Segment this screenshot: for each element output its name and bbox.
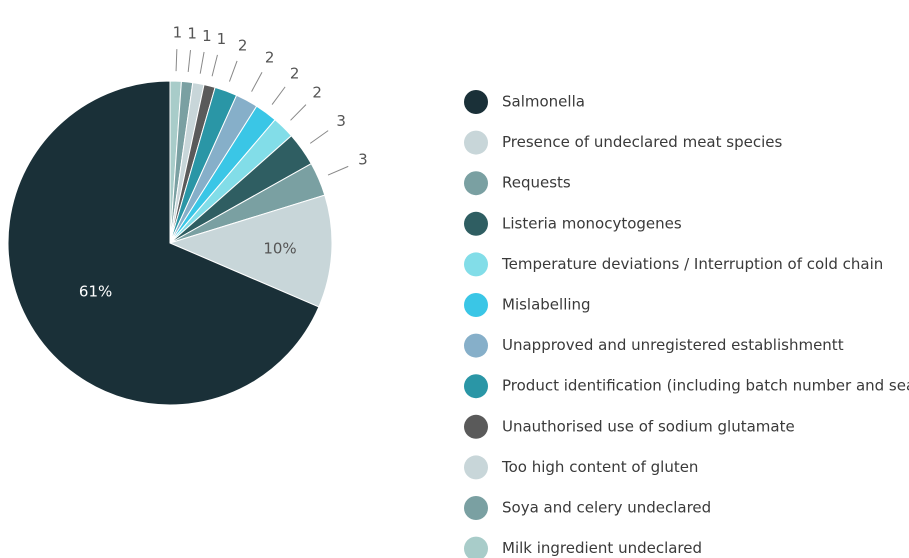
leader-line xyxy=(175,49,178,72)
legend-label: Milk ingredient undeclared xyxy=(502,539,702,557)
leader-line xyxy=(228,60,238,82)
leader-line xyxy=(199,51,205,74)
pie-slice xyxy=(7,80,320,406)
legend-label: Product identification (including batch … xyxy=(502,377,909,395)
slice-label: 10% xyxy=(263,239,296,257)
leader-line xyxy=(309,130,329,144)
legend-swatch xyxy=(464,374,488,399)
legend-label: Mislabelling xyxy=(502,296,591,314)
slice-label: 1 xyxy=(202,27,212,45)
legend-swatch xyxy=(464,536,488,558)
legend-swatch xyxy=(464,211,488,236)
legend-label: Soya and celery undeclared xyxy=(502,499,711,517)
legend-label: Listeria monocytogenes xyxy=(502,214,682,232)
legend-swatch xyxy=(464,90,488,114)
legend-swatch xyxy=(464,414,488,439)
legend-label: Salmonella xyxy=(502,93,585,111)
legend-swatch xyxy=(464,293,488,317)
legend-label: Requests xyxy=(502,174,571,192)
slice-label: 2 xyxy=(290,64,300,82)
slice-label: 1 xyxy=(187,25,197,43)
slice-label: 3 xyxy=(358,151,368,169)
slice-label: 2 xyxy=(265,49,275,67)
leader-line xyxy=(327,165,349,176)
slice-label: 3 xyxy=(336,112,346,130)
legend-swatch xyxy=(464,455,488,480)
legend-label: Unauthorised use of sodium glutamate xyxy=(502,417,795,435)
legend-swatch xyxy=(464,333,488,358)
slice-label: 2 xyxy=(238,36,248,54)
legend-label: Unapproved and unregistered establishmen… xyxy=(502,336,844,354)
leader-line xyxy=(211,54,218,77)
legend-swatch xyxy=(464,496,488,520)
legend-label: Temperature deviations / Interruption of… xyxy=(501,255,883,273)
legend-swatch xyxy=(464,252,488,277)
legend-label: Presence of undeclared meat species xyxy=(502,133,782,151)
legend-swatch xyxy=(464,171,488,196)
leader-line xyxy=(251,71,263,92)
pie-slice xyxy=(168,194,333,308)
slice-label: 1 xyxy=(173,24,183,42)
leader-line xyxy=(271,86,286,105)
legend-label: Too high content of gluten xyxy=(501,458,698,476)
slice-label: 1 xyxy=(217,30,227,48)
leader-line xyxy=(290,104,307,121)
leader-line xyxy=(187,50,192,73)
slice-label: 2 xyxy=(312,84,322,102)
slice-label: 61% xyxy=(79,283,112,301)
legend-swatch xyxy=(464,130,488,155)
